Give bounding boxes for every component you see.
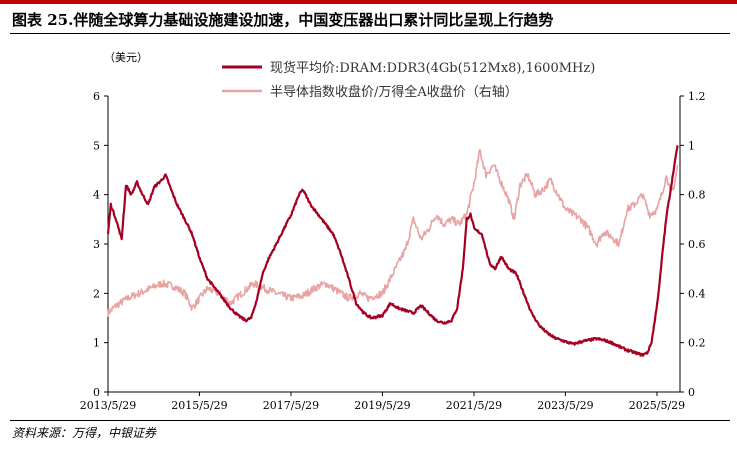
x-tick-label: 2019/5/29 — [354, 399, 410, 412]
left-tick-label: 1 — [93, 337, 100, 350]
x-tick-label: 2023/5/29 — [537, 399, 593, 412]
source-divider — [10, 420, 730, 421]
right-tick-label: 0.4 — [688, 287, 706, 300]
x-tick-label: 2015/5/29 — [171, 399, 227, 412]
left-tick-label: 2 — [93, 287, 100, 300]
right-tick-label: 1 — [688, 139, 695, 152]
left-tick-label: 3 — [93, 238, 100, 251]
x-tick-label: 2025/5/29 — [629, 399, 685, 412]
left-tick-label: 0 — [93, 386, 100, 399]
page-title: 图表 25.伴随全球算力基础设施建设加速，中国变压器出口累计同比呈现上行趋势 — [12, 11, 554, 29]
left-tick-label: 6 — [93, 90, 100, 103]
right-tick-label: 0.2 — [688, 337, 706, 350]
right-tick-label: 0 — [688, 386, 695, 399]
source-note: 资料来源：万得，中银证券 — [12, 426, 157, 440]
title-divider — [10, 33, 730, 34]
series-lines — [106, 145, 679, 357]
top-accent-bar — [0, 0, 737, 4]
series-line-semiconductor-ratio — [107, 148, 679, 317]
axes: 0 1 2 3 4 5 6 0 0.2 0.4 0.6 0.8 1 1.2 2013/5/29 2015/5/… — [80, 90, 706, 412]
right-tick-label: 1.2 — [688, 90, 706, 103]
legend-label: 半导体指数收盘价/万得全A收盘价（右轴） — [270, 84, 518, 100]
legend: 现货平均价:DRAM:DDR3(4Gb(512Mx8),1600MHz) 半导体指… — [222, 60, 595, 100]
series-line-dram-price — [106, 145, 679, 357]
left-axis-unit: （美元） — [104, 51, 148, 64]
left-tick-label: 4 — [93, 189, 100, 202]
legend-label: 现货平均价:DRAM:DDR3(4Gb(512Mx8),1600MHz) — [270, 60, 595, 76]
right-tick-label: 0.8 — [688, 189, 706, 202]
x-tick-label: 2021/5/29 — [446, 399, 502, 412]
left-tick-label: 5 — [93, 139, 100, 152]
x-tick-label: 2013/5/29 — [80, 399, 136, 412]
chart: （美元） 现货平均价:DRAM:DDR3(4Gb(512Mx8),1600MHz… — [80, 51, 706, 412]
x-tick-label: 2017/5/29 — [263, 399, 319, 412]
right-tick-label: 0.6 — [688, 238, 706, 251]
